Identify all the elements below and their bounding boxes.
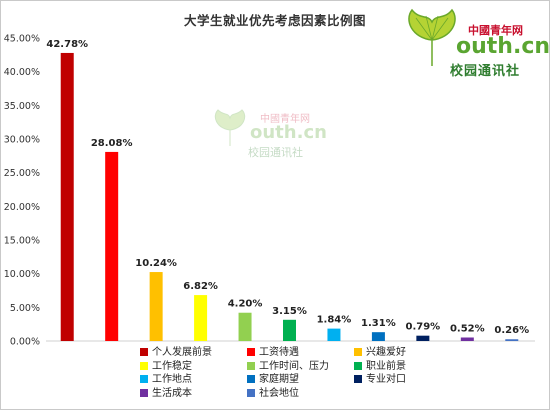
logo-sub: 校园通讯社: [450, 64, 521, 79]
legend-swatch: [140, 361, 148, 370]
legend-swatch: [140, 388, 148, 397]
data-label: 28.08%: [91, 138, 133, 149]
y-tick-label: 20.00%: [4, 202, 40, 213]
data-label: 42.78%: [46, 39, 88, 50]
y-tick-label: 25.00%: [4, 168, 40, 179]
bar: [105, 151, 119, 341]
legend-swatch: [247, 348, 255, 356]
chart-title: 大学生就业优先考虑因素比例图: [183, 13, 366, 28]
data-label: 0.52%: [450, 323, 485, 334]
watermark-logo: 中國青年网 outh.cn 校园通讯社: [210, 100, 340, 170]
legend-item: 专业对口: [354, 373, 406, 386]
ginkgo-leaf-icon: [408, 8, 456, 66]
site-logo: 中國青年网 outh.cn 校园通讯社: [400, 8, 550, 88]
legend-item: 工作地点: [140, 373, 192, 386]
data-label: 6.82%: [183, 281, 218, 292]
legend-label: 专业对口: [366, 374, 406, 385]
legend-swatch: [354, 348, 362, 356]
legend-label: 兴趣爱好: [366, 347, 406, 358]
bar: [327, 328, 341, 341]
legend-swatch: [354, 375, 362, 383]
logo-cn: 中國青年网: [468, 24, 523, 37]
data-label: 0.26%: [494, 325, 529, 336]
legend-item: 职业前景: [354, 360, 406, 373]
legend-label: 工作时间、压力: [259, 360, 329, 372]
bar: [149, 272, 163, 341]
legend-swatch: [247, 361, 255, 370]
legend-label: 工作地点: [152, 374, 192, 385]
bar: [194, 295, 208, 341]
bar: [505, 339, 519, 341]
bar: [60, 52, 74, 341]
legend-item: 个人发展前景: [140, 346, 212, 359]
data-label: 3.15%: [272, 306, 307, 317]
legend-item: 兴趣爱好: [354, 346, 406, 359]
ginkgo-leaf-icon: [214, 109, 246, 146]
legend-item: 社会地位: [247, 387, 299, 400]
legend-swatch: [140, 375, 148, 383]
y-tick-label: 15.00%: [4, 236, 40, 247]
y-tick-label: 40.00%: [4, 67, 40, 78]
legend-label: 社会地位: [259, 387, 299, 399]
watermark-domain: outh.cn: [250, 122, 327, 143]
data-label: 1.84%: [317, 315, 352, 326]
legend-label: 家庭期望: [259, 374, 299, 385]
legend-item: 家庭期望: [247, 373, 299, 386]
y-tick-label: 5.00%: [10, 303, 40, 314]
watermark-sub: 校园通讯社: [248, 146, 303, 159]
legend-label: 工作稳定: [152, 360, 192, 372]
data-label: 1.31%: [361, 318, 396, 329]
watermark-cn: 中國青年网: [260, 114, 310, 125]
y-tick-label: 0.00%: [10, 337, 40, 348]
y-tick-label: 30.00%: [4, 135, 40, 146]
data-label: 10.24%: [135, 258, 177, 269]
legend-swatch: [247, 375, 255, 383]
legend-label: 工资待遇: [259, 347, 299, 358]
bar: [416, 335, 430, 341]
bar: [371, 332, 385, 341]
legend-item: 工资待遇: [247, 346, 299, 359]
bar: [283, 319, 296, 341]
legend-label: 生活成本: [152, 387, 192, 399]
legend-item: 工作稳定: [140, 360, 192, 373]
legend-label: 职业前景: [366, 360, 406, 372]
legend-swatch: [140, 348, 148, 356]
bar: [460, 337, 474, 341]
legend-swatch: [247, 388, 255, 397]
y-tick-label: 45.00%: [4, 34, 40, 45]
data-label: 4.20%: [228, 299, 263, 310]
y-tick-label: 35.00%: [4, 101, 40, 112]
legend-label: 个人发展前景: [152, 347, 212, 358]
legend-item: 工作时间、压力: [247, 360, 329, 373]
bar: [238, 312, 252, 341]
logo-domain: outh.cn: [456, 34, 550, 59]
data-label: 0.79%: [406, 322, 441, 333]
y-tick-label: 10.00%: [4, 269, 40, 280]
legend-swatch: [354, 361, 362, 370]
legend-item: 生活成本: [140, 387, 192, 400]
